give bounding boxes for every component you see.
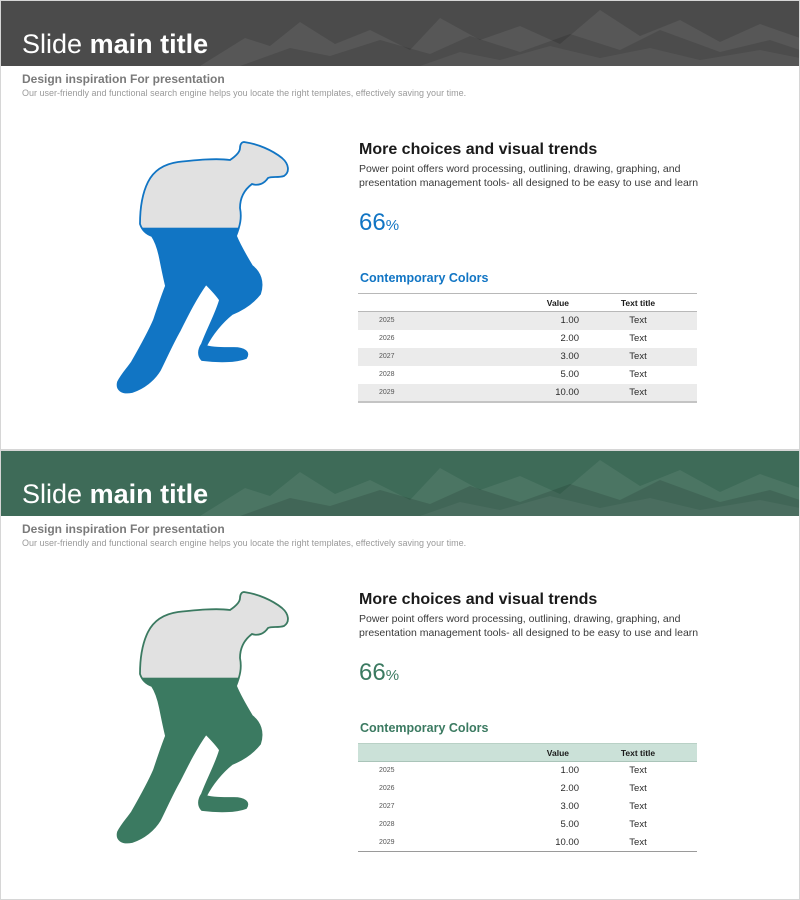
percentage-value: 66% (359, 659, 400, 686)
table-row: 2025 1.00 Text (358, 311, 697, 330)
row-value: 5.00 (560, 369, 580, 380)
row-text: Text (629, 351, 647, 362)
table-row: 2026 2.00 Text (358, 780, 697, 798)
row-text: Text (629, 369, 647, 380)
table-row: 2027 3.00 Text (358, 347, 697, 366)
row-year: 2027 (379, 803, 395, 810)
table-title: Contemporary Colors (360, 271, 489, 285)
row-text: Text (629, 333, 647, 344)
hiker-silhouette-icon (116, 141, 289, 394)
row-value: 2.00 (560, 333, 580, 344)
column-header-value: Value (546, 297, 569, 308)
column-header-value: Value (546, 747, 569, 758)
row-year: 2028 (379, 821, 395, 828)
column-header-text-title: Text title (620, 297, 656, 308)
table-row: 2027 3.00 Text (358, 798, 697, 816)
mountain-range-image (0, 0, 800, 66)
title-banner: Slide main title (0, 0, 800, 66)
table-row: 2025 1.00 Text (358, 762, 697, 780)
row-text: Text (629, 765, 647, 777)
section-heading: More choices and visual trends (359, 591, 598, 608)
row-value: 2.00 (560, 783, 580, 794)
table-row: 2028 5.00 Text (358, 366, 697, 384)
table-row: 2029 10.00 Text (358, 834, 697, 852)
row-year: 2029 (379, 838, 395, 846)
mountain-range-image (0, 450, 800, 516)
hiker-silhouette-icon (116, 591, 289, 844)
table-header-row: Value Text title (358, 743, 697, 762)
row-text: Text (629, 386, 647, 398)
row-value: 3.00 (560, 801, 580, 812)
row-text: Text (629, 819, 647, 830)
row-year: 2026 (379, 785, 395, 792)
table-row: 2026 2.00 Text (358, 330, 697, 348)
row-year: 2028 (379, 371, 395, 378)
slide-title: Slide main title (22, 479, 209, 509)
section-body: Power point offers word processing, outl… (359, 613, 699, 639)
slide-2: Slide main title Design inspiration For … (0, 450, 800, 900)
description: Our user-friendly and functional search … (22, 88, 467, 98)
data-table: Value Text title 2025 1.00 Text 2026 2.0… (358, 743, 697, 852)
table-row: 2028 5.00 Text (358, 816, 697, 834)
row-value: 10.00 (555, 836, 579, 848)
row-value: 3.00 (560, 351, 580, 362)
title-banner: Slide main title (0, 450, 800, 516)
row-value: 1.00 (560, 765, 580, 777)
row-year: 2029 (379, 388, 395, 396)
row-text: Text (629, 836, 647, 848)
slide-title: Slide main title (22, 29, 209, 59)
table-title: Contemporary Colors (360, 721, 489, 735)
slide-1: Slide main title Design inspiration For … (0, 0, 800, 450)
subtitle: Design inspiration For presentation (22, 72, 225, 86)
row-text: Text (629, 783, 647, 794)
table-row: 2029 10.00 Text (358, 383, 697, 402)
row-year: 2026 (379, 335, 395, 342)
column-header (358, 294, 446, 312)
row-text: Text (629, 801, 647, 812)
section-heading: More choices and visual trends (359, 141, 598, 158)
row-value: 5.00 (560, 819, 580, 830)
section-body: Power point offers word processing, outl… (359, 163, 699, 189)
column-header-text-title: Text title (620, 747, 656, 758)
row-value: 10.00 (555, 386, 579, 398)
data-table: Value Text title 2025 1.00 Text 2026 2.0… (358, 293, 697, 403)
row-year: 2025 (379, 767, 395, 775)
row-value: 1.00 (560, 315, 580, 327)
table-header-row: Value Text title (358, 293, 697, 312)
column-header (358, 744, 446, 762)
row-year: 2027 (379, 353, 395, 360)
subtitle: Design inspiration For presentation (22, 522, 225, 536)
row-text: Text (629, 315, 647, 327)
description: Our user-friendly and functional search … (22, 538, 467, 548)
row-year: 2025 (379, 317, 395, 325)
percentage-value: 66% (359, 209, 400, 236)
